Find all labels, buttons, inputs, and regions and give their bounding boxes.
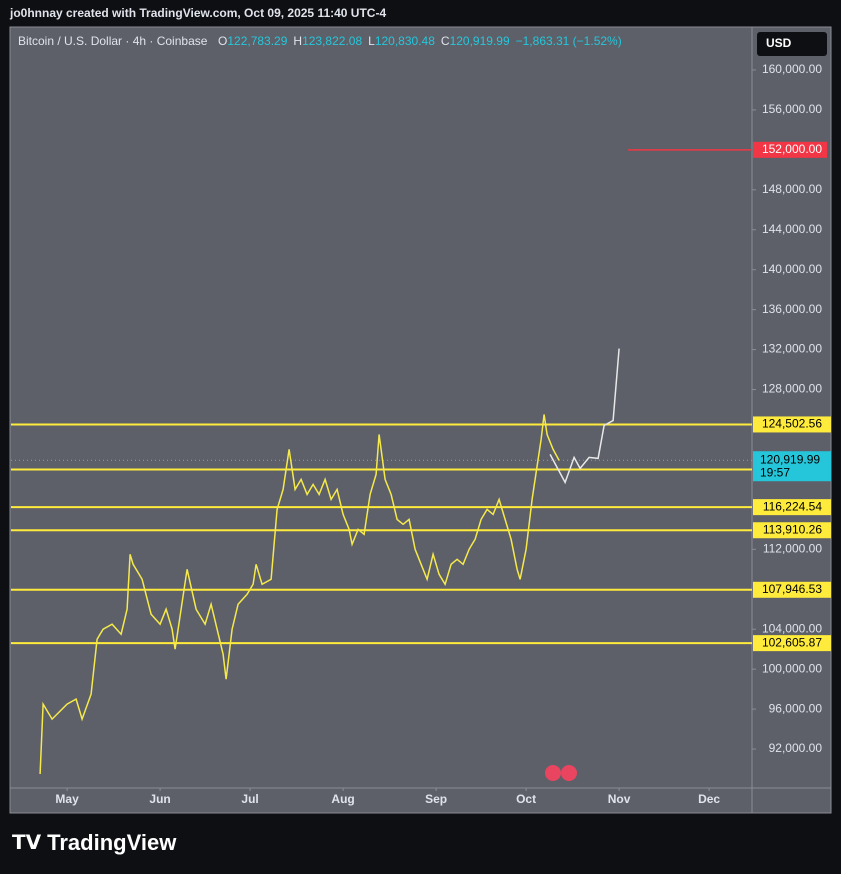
y-tick-label: 148,000.00 (762, 182, 822, 196)
price-line (549, 348, 620, 485)
level-label: 107,946.53 (762, 582, 822, 596)
y-tick-label: 92,000.00 (769, 741, 823, 755)
x-tick-label: Oct (516, 792, 536, 806)
ohlc-key: C (441, 34, 450, 48)
y-tick-label: 140,000.00 (762, 262, 822, 276)
currency-button[interactable] (757, 32, 827, 56)
ohlc-key: H (293, 34, 302, 48)
plot (11, 149, 752, 775)
y-tick-label: 144,000.00 (762, 222, 822, 236)
y-tick-label: 136,000.00 (762, 302, 822, 316)
ohlc-value: 123,822.08 (302, 34, 362, 48)
level-label-box (753, 499, 831, 516)
brand-logo: 𝗧𝗩 (12, 832, 42, 854)
ohlc-legend: O122,783.29 H123,822.08 L120,830.48 C120,91… (218, 34, 622, 48)
level-label-box (753, 635, 831, 652)
event-icon[interactable] (545, 765, 561, 781)
level-label-box (753, 522, 831, 539)
level-label: 113,910.26 (763, 522, 822, 536)
y-tick-label: 132,000.00 (762, 342, 822, 356)
level-label: 124,502.56 (762, 417, 822, 431)
level-label: 116,224.54 (763, 499, 822, 513)
y-tick-label: 112,000.00 (763, 541, 822, 555)
ohlc-value: 120,919.99 (450, 34, 510, 48)
price-line (39, 414, 560, 775)
y-tick-label: 128,000.00 (762, 382, 822, 396)
level-label-box (753, 581, 831, 598)
ohlc-key: L (368, 34, 375, 48)
y-tick-label: 156,000.00 (762, 102, 822, 116)
brand-name: TradingView (47, 830, 177, 855)
change: −1,863.31 (−1.52%) (516, 34, 622, 48)
ohlc-value: 122,783.29 (227, 34, 287, 48)
level-label-box (753, 416, 831, 433)
y-tick-label: 104,000.00 (762, 621, 822, 635)
countdown: 19:57 (760, 465, 790, 479)
currency[interactable]: USD (766, 36, 792, 50)
x-tick-label: Dec (698, 792, 720, 806)
level-label: 102,605.87 (762, 635, 822, 649)
legend: Bitcoin / U.S. Dollar · 4h · Coinbase (18, 34, 208, 48)
ohlc-values: O122,783.29 H123,822.08 L120,830.48 C120,91… (218, 34, 622, 48)
x-tick-label: Jul (241, 792, 258, 806)
event-icon[interactable] (561, 765, 577, 781)
x-tick-label: Aug (331, 792, 354, 806)
ohlc-value: 120,830.48 (375, 34, 435, 48)
symbol-title: Bitcoin / U.S. Dollar · 4h · Coinbase (18, 34, 208, 48)
brand: 𝗧𝗩 TradingView (12, 830, 177, 855)
x-tick-label: May (55, 792, 79, 806)
current-price-box (753, 451, 831, 482)
y-tick-label: 100,000.00 (762, 661, 822, 675)
ohlc-key: O (218, 34, 227, 48)
x-tick-label: Sep (425, 792, 447, 806)
y-tick-label: 96,000.00 (769, 701, 823, 715)
watermark: jo0hnnay created with TradingView.com, O… (9, 6, 386, 20)
target-label: 152,000.00 (762, 142, 822, 156)
y-tick-label: 160,000.00 (762, 62, 822, 76)
target-label-box (753, 141, 827, 158)
chart-frame (9, 26, 832, 814)
x-tick-label: Nov (608, 792, 631, 806)
current-price-label: 120,919.99 (760, 452, 820, 466)
x-tick-label: Jun (149, 792, 170, 806)
